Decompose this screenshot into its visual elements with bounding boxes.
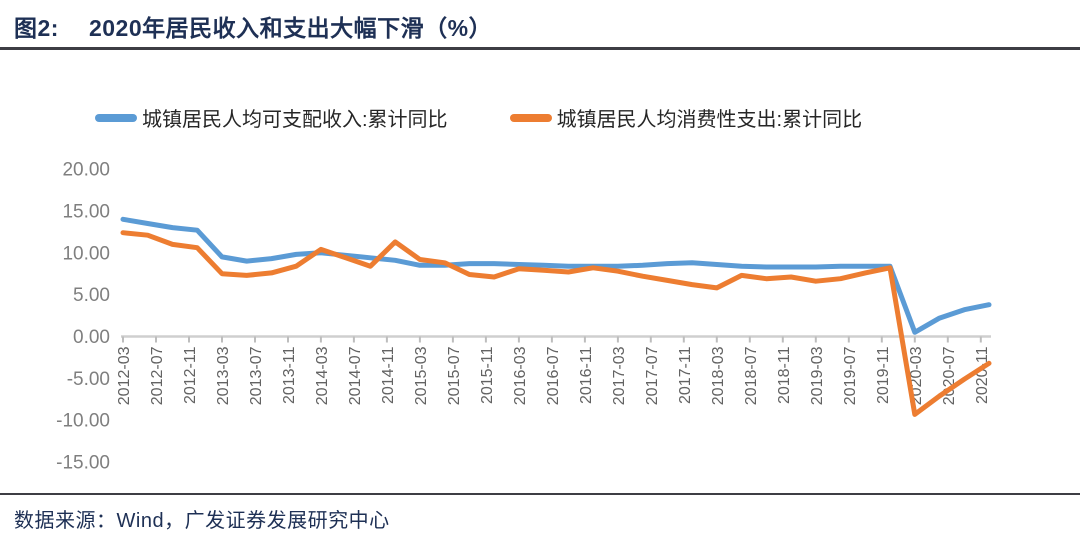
figure-number-label: 图2: (14, 15, 59, 41)
legend-item-income: 城镇居民人均可支配收入:累计同比 (95, 103, 448, 132)
title-divider-line (0, 47, 1080, 50)
income-line-swatch-icon (95, 113, 137, 122)
x-axis-tick-label: 2015-11 (479, 346, 496, 404)
legend-label-expenditure: 城镇居民人均消费性支出:累计同比 (556, 109, 863, 131)
y-axis-tick-label: 0.00 (73, 327, 110, 348)
y-axis-tick-label: 5.00 (73, 285, 110, 306)
line-chart: 20.00 15.00 10.00 5.00 0.00 -5.00 -10.00 -15.00… (56, 160, 992, 474)
data-source-note: 数据来源：Wind，广发证券发展研究中心 (14, 510, 390, 532)
x-axis-tick-label: 2012-03 (116, 346, 133, 405)
page-title: 2020年居民收入和支出大幅下滑（%） (88, 15, 493, 41)
x-axis-tick-label: 2016-11 (578, 346, 595, 404)
x-axis-tick-label: 2018-07 (743, 346, 760, 405)
x-axis-tick-label: 2017-07 (644, 346, 661, 405)
x-axis-tick-label: 2014-07 (347, 346, 364, 405)
x-axis-tick-label: 2013-07 (248, 346, 265, 405)
y-axis-tick-label: -5.00 (67, 369, 110, 390)
x-axis-tick-label: 2019-03 (809, 346, 826, 405)
x-axis-tick-label: 2012-07 (149, 346, 166, 405)
legend-item-expenditure: 城镇居民人均消费性支出:累计同比 (509, 103, 863, 132)
x-axis-tick-label: 2013-11 (281, 346, 298, 404)
footer-divider-line (0, 493, 1080, 495)
y-axis-tick-label: 10.00 (62, 243, 110, 264)
y-axis-tick-label: -10.00 (56, 411, 110, 432)
chart-legend: 城镇居民人均可支配收入:累计同比 城镇居民人均消费性支出:累计同比 (95, 103, 862, 132)
expenditure-line-swatch-icon (509, 113, 552, 122)
x-axis-tick-label: 2018-03 (710, 346, 727, 405)
y-axis-tick-label: -15.00 (56, 453, 110, 474)
legend-label-income: 城镇居民人均可支配收入:累计同比 (142, 109, 448, 131)
y-axis-tick-label: 20.00 (62, 160, 110, 181)
x-axis-tick-label: 2014-03 (314, 346, 331, 405)
x-axis-tick-label: 2015-07 (446, 346, 463, 405)
x-axis-tick-label: 2013-03 (215, 346, 232, 405)
x-axis-tick-label: 2019-11 (875, 346, 892, 404)
x-axis-tick-label: 2016-03 (512, 346, 529, 405)
x-axis-tick-label: 2019-07 (842, 346, 859, 405)
x-axis-tick-label: 2020-11 (974, 346, 991, 404)
x-axis-tick-label: 2014-11 (380, 346, 397, 404)
x-axis-tick-label: 2017-03 (611, 346, 628, 405)
series-line-expenditure (120, 230, 992, 417)
figure-title: 图2: 2020年居民收入和支出大幅下滑（%） (14, 9, 492, 43)
y-axis-tick-label: 15.00 (62, 201, 110, 222)
x-axis-tick-label: 2016-07 (545, 346, 562, 405)
series-line-income (120, 216, 992, 335)
x-axis-tick-label: 2015-03 (413, 346, 430, 405)
x-axis-tick-label: 2018-11 (776, 346, 793, 404)
x-axis-tick-label: 2017-11 (677, 346, 694, 404)
x-axis-tick-label: 2012-11 (182, 346, 199, 404)
